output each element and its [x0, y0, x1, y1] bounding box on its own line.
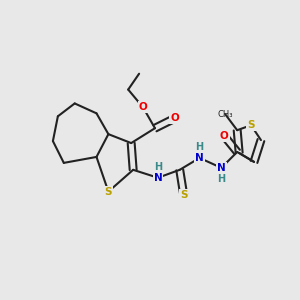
Text: H: H — [154, 162, 162, 172]
Text: S: S — [105, 187, 112, 196]
Text: O: O — [170, 113, 179, 123]
Text: S: S — [247, 120, 255, 130]
Text: N: N — [195, 153, 204, 163]
Text: H: H — [217, 174, 225, 184]
Text: H: H — [196, 142, 204, 152]
Text: CH₃: CH₃ — [218, 110, 233, 119]
Text: N: N — [154, 173, 162, 183]
Text: O: O — [220, 131, 229, 141]
Text: N: N — [217, 163, 226, 173]
Text: O: O — [139, 102, 147, 112]
Text: S: S — [180, 190, 188, 200]
